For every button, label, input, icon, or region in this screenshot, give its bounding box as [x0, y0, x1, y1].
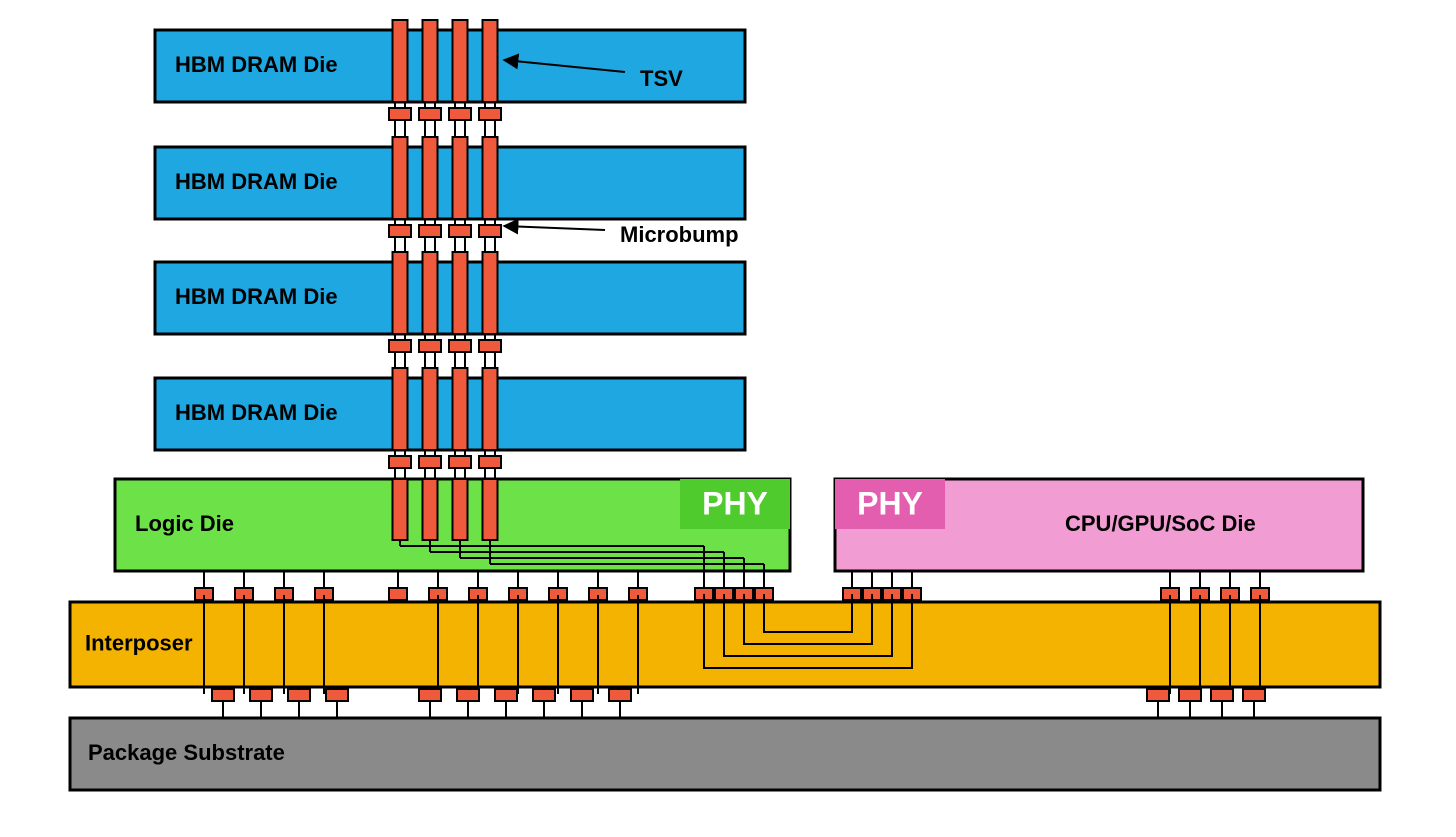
tsv — [483, 252, 498, 334]
microbump — [389, 225, 411, 237]
tsv — [453, 479, 468, 540]
logic-phy-label: PHY — [702, 485, 768, 521]
tsv — [393, 252, 408, 334]
tsv — [453, 20, 468, 102]
microbump — [250, 689, 272, 701]
tsv — [483, 368, 498, 450]
logic-die-label: Logic Die — [135, 511, 234, 536]
microbump — [419, 225, 441, 237]
microbump — [479, 225, 501, 237]
microbump — [449, 456, 471, 468]
microbump — [449, 225, 471, 237]
microbump — [1179, 689, 1201, 701]
microbump — [457, 689, 479, 701]
microbump — [533, 689, 555, 701]
tsv-annotation-label: TSV — [640, 66, 683, 91]
microbump — [288, 689, 310, 701]
hbm-cross-section-diagram: Package Substrate Interposer Logic Die PHY C… — [0, 0, 1456, 837]
hbm-dram-die-label: HBM DRAM Die — [175, 284, 338, 309]
cpu-gpu-soc-die-label: CPU/GPU/SoC Die — [1065, 511, 1256, 536]
microbump — [389, 456, 411, 468]
tsv — [393, 368, 408, 450]
tsv — [483, 137, 498, 219]
microbump — [419, 340, 441, 352]
microbump — [449, 108, 471, 120]
microbump-annotation-label: Microbump — [620, 222, 739, 247]
microbump — [1211, 689, 1233, 701]
microbump — [1147, 689, 1169, 701]
microbump — [212, 689, 234, 701]
microbump — [495, 689, 517, 701]
interposer-label: Interposer — [85, 630, 193, 655]
microbump — [479, 456, 501, 468]
tsv — [423, 479, 438, 540]
microbump — [419, 456, 441, 468]
tsv — [393, 20, 408, 102]
microbump-annotation-arrow — [504, 226, 605, 230]
hbm-dram-die-label: HBM DRAM Die — [175, 400, 338, 425]
microbump — [479, 108, 501, 120]
microbump — [389, 588, 407, 600]
tsv — [393, 479, 408, 540]
tsv — [423, 137, 438, 219]
tsv — [483, 20, 498, 102]
microbump — [479, 340, 501, 352]
tsv — [453, 252, 468, 334]
tsv — [453, 137, 468, 219]
tsv — [423, 20, 438, 102]
tsv — [423, 368, 438, 450]
hbm-dram-die-label: HBM DRAM Die — [175, 52, 338, 77]
microbump — [389, 108, 411, 120]
microbump — [419, 689, 441, 701]
microbump — [609, 689, 631, 701]
tsv — [483, 479, 498, 540]
cpu-phy-label: PHY — [857, 485, 923, 521]
microbump — [571, 689, 593, 701]
hbm-dram-die-label: HBM DRAM Die — [175, 169, 338, 194]
tsv — [423, 252, 438, 334]
microbump — [389, 340, 411, 352]
microbump — [1243, 689, 1265, 701]
tsv — [393, 137, 408, 219]
microbump — [449, 340, 471, 352]
microbump — [326, 689, 348, 701]
microbump — [419, 108, 441, 120]
tsv — [453, 368, 468, 450]
package-substrate-label: Package Substrate — [88, 740, 285, 765]
